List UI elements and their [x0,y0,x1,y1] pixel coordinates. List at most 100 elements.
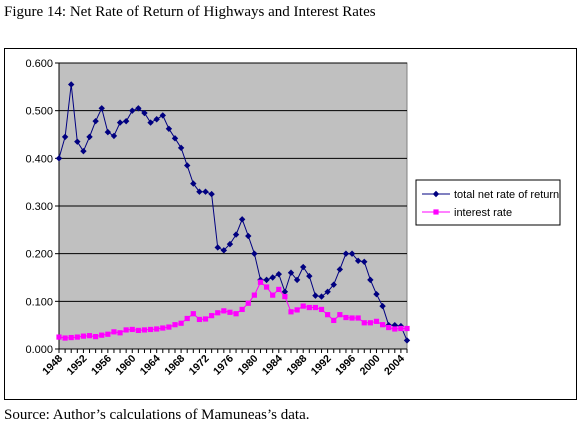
legend-label-2: interest rate [454,207,512,219]
x-tick-label: 1972 [187,353,212,378]
x-tick-label: 2004 [382,353,407,378]
data-point-series-1 [122,117,130,125]
data-point-series-2 [386,324,392,331]
data-point-series-2 [215,310,221,316]
data-point-series-2 [178,320,184,326]
data-point-series-1 [324,288,331,295]
data-point-series-1 [318,293,325,300]
data-point-series-2 [196,316,203,323]
data-point-series-1 [269,274,276,281]
data-point-series-2 [325,312,331,318]
data-point-series-2 [355,315,361,321]
data-point-series-2 [86,333,93,339]
data-point-series-2 [373,318,380,324]
data-point-series-2 [361,320,367,326]
data-point-series-1 [214,244,221,251]
data-point-series-1 [129,107,136,114]
data-point-series-1 [245,232,252,240]
data-point-series-2 [379,322,386,328]
data-point-series-1 [74,138,81,145]
data-point-series-2 [349,315,355,321]
data-point-series-1 [61,133,69,141]
x-tick-label: 1992 [309,353,334,378]
data-point-series-1 [342,250,350,257]
data-point-series-2 [245,300,251,306]
data-point-series-2 [166,324,172,330]
data-point-series-1 [68,81,75,88]
data-point-series-1 [86,133,93,141]
data-point-series-1 [232,231,240,238]
data-point-series-1 [354,257,362,265]
figure-title: Figure 14: Net Rate of Return of Highway… [4,4,376,20]
data-point-series-1 [104,128,112,136]
data-point-series-2 [337,312,343,318]
data-point-series-2 [221,308,227,314]
data-point-series-2 [202,316,209,322]
data-point-series-2 [270,292,276,298]
data-point-series-1 [159,112,166,119]
data-point-series-1 [238,216,246,223]
data-point-series-1 [55,155,63,162]
data-point-series-2 [257,279,264,285]
data-point-series-2 [300,303,306,309]
data-point-series-2 [117,330,123,336]
data-point-series-2 [404,325,410,332]
data-point-series-2 [111,329,117,335]
x-tick-label: 1964 [138,353,163,378]
data-point-series-1 [281,288,289,295]
data-point-series-2 [154,326,160,332]
x-tick-label: 1976 [211,353,236,378]
data-point-series-2 [172,322,178,328]
data-point-series-2 [288,309,294,315]
data-point-series-2 [105,331,111,337]
data-point-series-2 [123,327,129,333]
data-point-series-1 [80,147,87,155]
data-point-series-1 [306,272,313,280]
data-point-series-1 [184,162,191,169]
y-tick-label: 0.100 [25,296,53,308]
data-point-series-1 [330,281,337,288]
data-point-series-2 [392,326,398,332]
data-point-series-2 [282,293,288,300]
data-point-series-1 [135,105,142,112]
data-point-series-1 [202,188,209,195]
x-tick-label: 1948 [40,353,65,378]
data-point-series-1 [287,269,295,276]
data-point-series-2 [294,307,300,313]
x-tick-label: 1984 [260,353,285,378]
data-point-series-1 [208,190,215,198]
data-point-series-2 [74,334,80,340]
data-point-series-2 [80,333,87,339]
data-point-series-2 [135,327,141,334]
data-point-series-1 [275,270,282,278]
data-point-series-1 [336,266,344,273]
x-tick-label: 1996 [333,353,358,378]
series-line-2 [58,281,407,339]
data-point-series-2 [62,335,68,341]
data-point-series-1 [220,247,228,254]
data-point-series-2 [312,304,319,311]
data-point-series-1 [403,337,411,344]
data-point-series-2 [227,309,233,315]
x-tick-label: 1952 [65,353,90,378]
data-point-series-2 [147,326,154,333]
data-point-series-2 [93,334,99,340]
y-tick-label: 0.300 [25,201,53,213]
data-point-series-1 [251,250,258,257]
data-point-series-2 [251,292,257,298]
data-point-series-1 [196,188,203,195]
data-point-series-1 [373,290,380,298]
data-point-series-2 [160,325,166,331]
data-point-series-2 [306,304,312,311]
data-point-series-1 [110,132,118,140]
data-point-series-2 [233,311,239,317]
legend-box [415,179,561,226]
data-point-series-2 [398,325,404,332]
data-point-series-2 [367,320,373,326]
data-point-series-1 [171,135,179,142]
data-point-series-1 [165,125,173,132]
y-tick-label: 0.500 [25,106,53,118]
y-tick-label: 0.000 [25,344,53,356]
